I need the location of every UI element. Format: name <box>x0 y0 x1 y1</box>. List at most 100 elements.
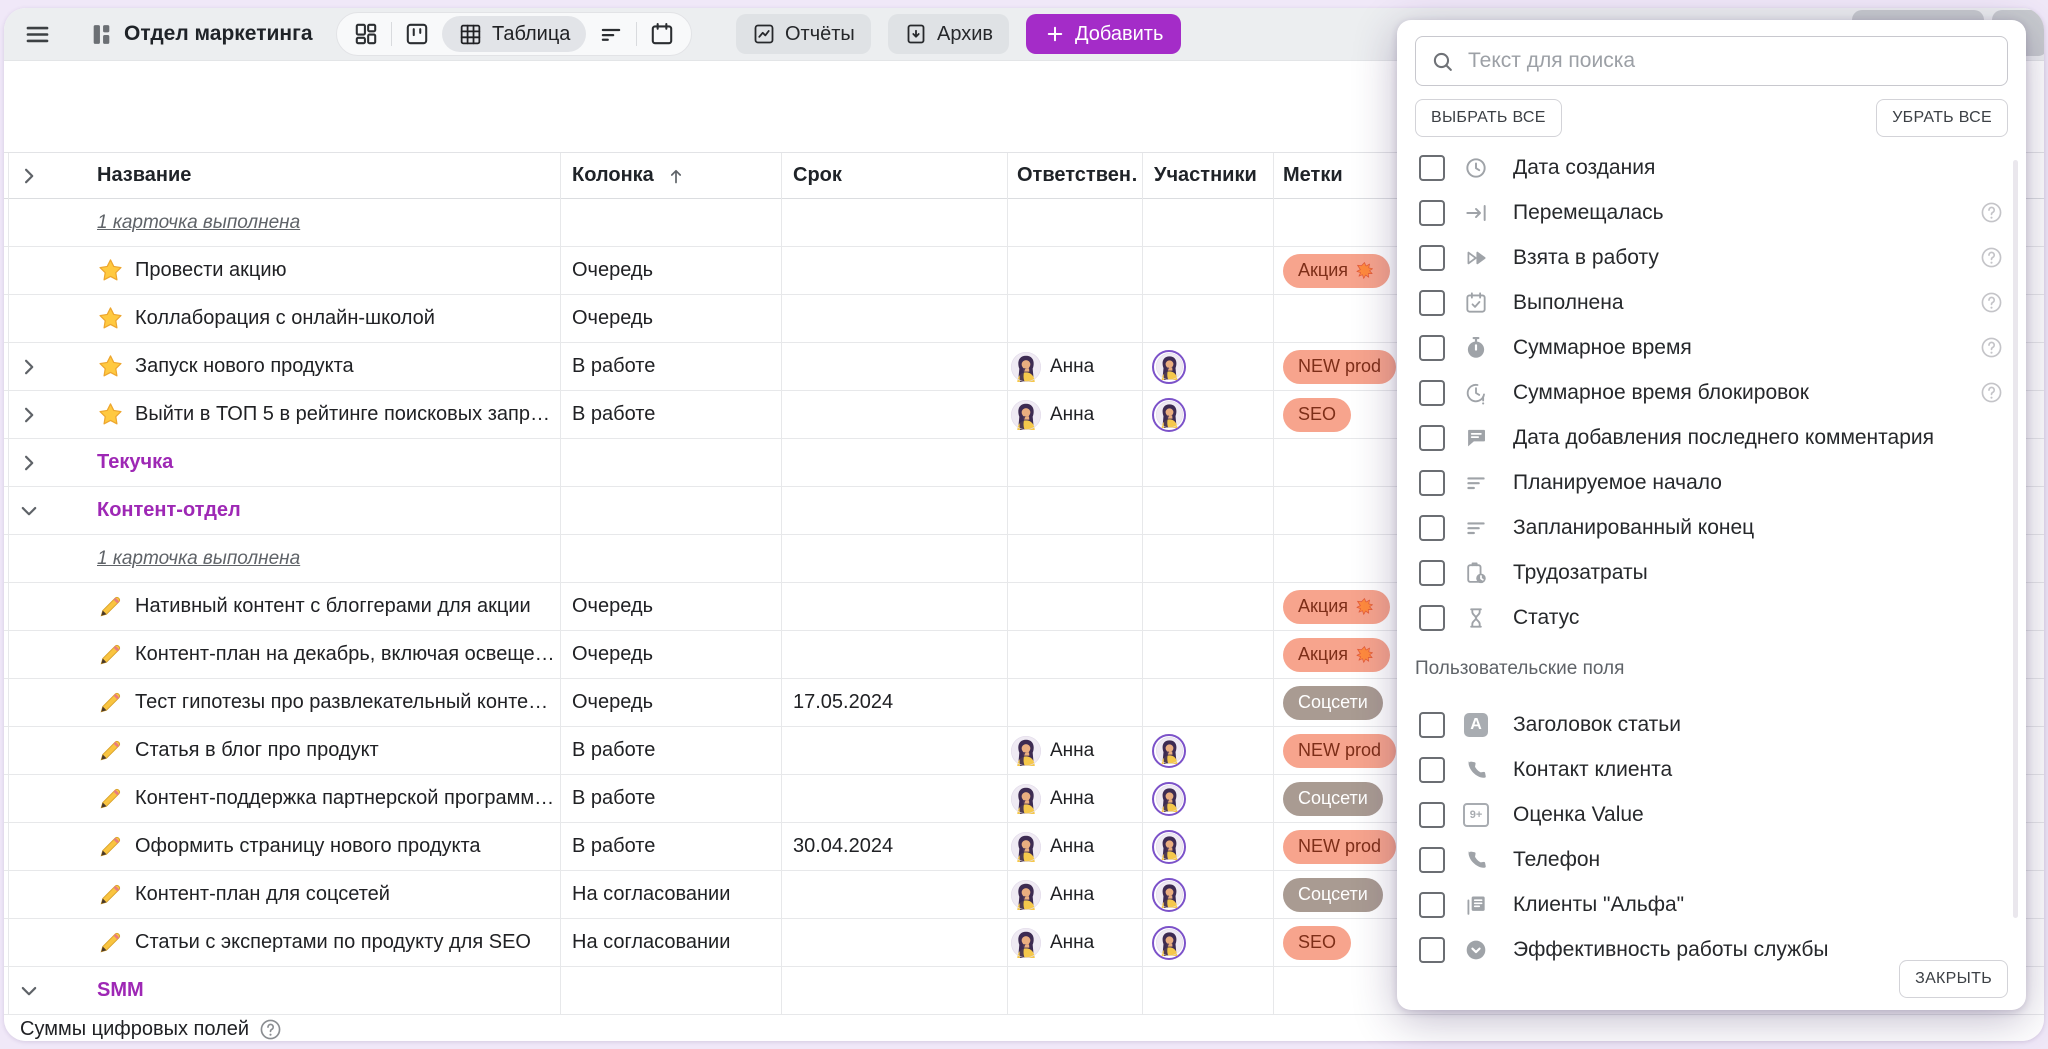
column-divider[interactable] <box>1142 153 1143 1015</box>
field-item[interactable]: Планируемое начало <box>1415 460 2008 505</box>
hamburger-menu-button[interactable] <box>20 17 54 51</box>
column-divider[interactable] <box>1273 153 1274 1015</box>
column-header-column[interactable]: Колонка <box>556 153 777 198</box>
field-item[interactable]: Суммарное время <box>1415 325 2008 370</box>
group-name[interactable]: Текучка <box>97 451 174 473</box>
table-row[interactable]: Коллаборация с онлайн-школой Очередь <box>4 295 2044 343</box>
checkbox[interactable] <box>1419 936 1445 963</box>
popup-scrollbar[interactable] <box>2013 160 2018 918</box>
field-item[interactable]: Выполнена <box>1415 280 2008 325</box>
view-kanban-button[interactable] <box>397 16 437 52</box>
archive-button[interactable]: Архив <box>888 14 1010 54</box>
checkbox[interactable] <box>1419 289 1445 316</box>
table-row[interactable]: Тест гипотезы про развлекательный конте…… <box>4 679 2044 727</box>
table-row[interactable]: Контент-план на декабрь, включая освеще…… <box>4 631 2044 679</box>
view-list-button[interactable] <box>591 16 631 52</box>
checkbox[interactable] <box>1419 711 1445 738</box>
board-logo-icon[interactable] <box>84 17 118 51</box>
field-item[interactable]: Взята в работу <box>1415 235 2008 280</box>
expand-all-chevron-icon[interactable] <box>16 163 42 189</box>
field-item[interactable]: Эффективность работы службы <box>1415 927 2008 972</box>
field-item[interactable]: Контакт клиента <box>1415 747 2008 792</box>
table-row[interactable]: Контент-отдел <box>4 487 2044 535</box>
sort-ascending-icon[interactable] <box>664 164 688 188</box>
checkbox[interactable] <box>1419 379 1445 406</box>
group-name[interactable]: SMM <box>97 979 144 1001</box>
checkbox[interactable] <box>1419 154 1445 181</box>
column-header-participants[interactable]: Участники <box>1138 153 1269 198</box>
field-item[interactable]: A Заголовок статьи <box>1415 702 2008 747</box>
field-item[interactable]: 9+ Оценка Value <box>1415 792 2008 837</box>
checkbox[interactable] <box>1419 891 1445 918</box>
view-dashboard-button[interactable] <box>346 16 386 52</box>
field-item[interactable]: Статус <box>1415 595 2008 640</box>
checkbox[interactable] <box>1419 559 1445 586</box>
field-help-icon[interactable] <box>1979 200 2004 225</box>
checkbox[interactable] <box>1419 756 1445 783</box>
table-row[interactable]: Статьи с экспертами по продукту для SEO Н… <box>4 919 2044 967</box>
table-row[interactable]: Нативный контент с блоггерами для акции О… <box>4 583 2044 631</box>
field-help-icon[interactable] <box>1979 245 2004 270</box>
view-calendar-button[interactable] <box>642 16 682 52</box>
checkbox[interactable] <box>1419 846 1445 873</box>
field-help-icon[interactable] <box>1979 380 2004 405</box>
checkbox[interactable] <box>1419 424 1445 451</box>
table-row[interactable]: Статья в блог про продукт В работе Анна NEW… <box>4 727 2044 775</box>
chevron-down-icon[interactable] <box>16 498 42 524</box>
table-row[interactable]: Оформить страницу нового продукта В работ… <box>4 823 2044 871</box>
field-item[interactable]: Дата добавления последнего комментария <box>1415 415 2008 460</box>
column-header-labels[interactable]: Метки <box>1269 153 2044 198</box>
column-divider[interactable] <box>560 153 561 1015</box>
field-help-icon[interactable] <box>1979 335 2004 360</box>
table-row[interactable]: Текучка <box>4 439 2044 487</box>
checkbox[interactable] <box>1419 469 1445 496</box>
table-row[interactable]: Контент-план для соцсетей На согласовании… <box>4 871 2044 919</box>
group-name[interactable]: Контент-отдел <box>97 499 241 521</box>
pencil-icon <box>97 785 124 812</box>
field-item[interactable]: Суммарное время блокировок <box>1415 370 2008 415</box>
field-item[interactable]: Телефон <box>1415 837 2008 882</box>
column-header-name[interactable]: Название <box>4 153 556 198</box>
reports-button[interactable]: Отчёты <box>736 14 871 54</box>
help-icon[interactable] <box>258 1017 283 1041</box>
add-card-button[interactable]: Добавить <box>1026 14 1182 54</box>
table-row[interactable]: Контент-поддержка партнерской программ… В… <box>4 775 2044 823</box>
field-item[interactable]: Запланированный конец <box>1415 505 2008 550</box>
column-divider[interactable] <box>781 153 782 1015</box>
field-item[interactable]: Трудозатраты <box>1415 550 2008 595</box>
field-item[interactable]: Дата создания <box>1415 145 2008 190</box>
select-all-button[interactable]: ВЫБРАТЬ ВСЕ <box>1415 99 1562 137</box>
table-row[interactable]: 1 карточка выполнена <box>4 199 2044 247</box>
field-item[interactable]: Перемещалась <box>1415 190 2008 235</box>
field-label: Контакт клиента <box>1513 757 1673 781</box>
archive-label: Архив <box>937 22 994 45</box>
popup-search-box[interactable] <box>1415 36 2008 86</box>
table-row[interactable]: Провести акцию Очередь Акция <box>4 247 2044 295</box>
view-table-button-active[interactable]: Таблица <box>442 16 587 52</box>
checkbox[interactable] <box>1419 801 1445 828</box>
chevron-right-icon[interactable] <box>16 354 42 380</box>
name-cell: Статьи с экспертами по продукту для SEO <box>4 919 556 966</box>
table-row[interactable]: 1 карточка выполнена <box>4 535 2044 583</box>
column-header-due[interactable]: Срок <box>777 153 1003 198</box>
field-help-icon[interactable] <box>1979 290 2004 315</box>
chevron-down-icon[interactable] <box>16 978 42 1004</box>
clear-all-button[interactable]: УБРАТЬ ВСЕ <box>1876 99 2008 137</box>
chevron-right-icon[interactable] <box>16 402 42 428</box>
search-input[interactable] <box>1466 48 1993 74</box>
table-row[interactable]: Запуск нового продукта В работе Анна NEW pr… <box>4 343 2044 391</box>
completed-cards-link[interactable]: 1 карточка выполнена <box>97 211 301 233</box>
checkbox[interactable] <box>1419 244 1445 271</box>
field-item[interactable]: Клиенты "Альфа" <box>1415 882 2008 927</box>
checkbox[interactable] <box>1419 199 1445 226</box>
chevron-right-icon[interactable] <box>16 450 42 476</box>
checkbox[interactable] <box>1419 514 1445 541</box>
column-header-assignee[interactable]: Ответствен… <box>1003 153 1138 198</box>
column-divider[interactable] <box>1007 153 1008 1015</box>
checkbox[interactable] <box>1419 334 1445 361</box>
table-row[interactable]: Выйти в ТОП 5 в рейтинге поисковых запр…… <box>4 391 2044 439</box>
table-row[interactable]: SMM <box>4 967 2044 1015</box>
checkbox[interactable] <box>1419 604 1445 631</box>
completed-cards-link[interactable]: 1 карточка выполнена <box>97 547 301 569</box>
close-button[interactable]: ЗАКРЫТЬ <box>1899 960 2008 998</box>
